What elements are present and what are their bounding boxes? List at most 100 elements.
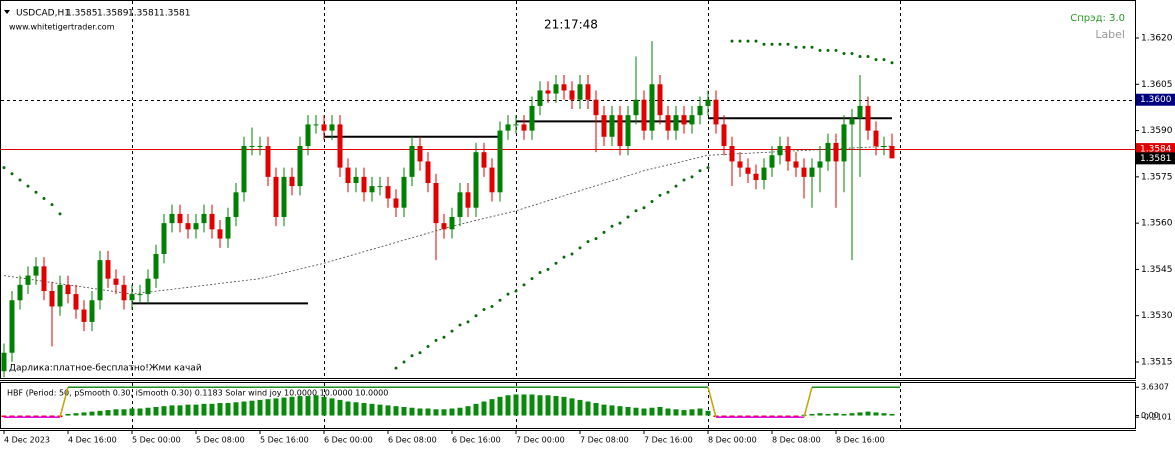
histogram-bar [817,413,823,416]
candle-body [625,115,631,147]
last-close: 1.3581 [159,9,191,19]
histogram-bar [521,394,527,416]
histogram-bar [281,397,287,416]
candle-body [433,183,439,224]
menu-triangle[interactable] [4,10,10,14]
candle-body [761,167,767,180]
histogram-bar [553,396,559,416]
histogram-bar [393,406,399,416]
histogram-bar [329,398,335,416]
candle-body [361,176,367,193]
sar-dot [674,184,678,188]
histogram-bar [409,407,415,416]
histogram-bar [457,407,463,416]
histogram-bar [185,404,191,416]
sar-dot [618,221,622,225]
candle-body [281,176,287,217]
candle-body [417,146,423,162]
symbol: USDCAD,H1 [16,9,70,19]
candle-body [793,161,799,168]
histogram-bar [593,403,599,416]
candle-body [145,278,151,295]
candle-body [161,223,167,254]
sar-dot [810,45,814,49]
sar-dot [746,39,750,43]
histogram-bar [377,404,383,416]
histogram-bar [145,407,151,416]
sar-dot [18,178,22,182]
sar-dot [594,237,598,241]
x-tick-label: 7 Dec 16:00 [644,436,693,445]
sar-dot [762,42,766,46]
x-tick-label: 8 Dec 16:00 [836,436,885,445]
histogram-bar [425,408,431,416]
histogram-bar [857,412,863,416]
histogram-bar [81,412,87,416]
candle-body [257,146,263,148]
candle-body [353,176,359,184]
candle-body [505,124,511,131]
histogram-bar [777,415,783,418]
histogram-bar [545,395,551,416]
x-tick-label: 8 Dec 00:00 [708,436,757,445]
candle-body [273,176,279,217]
histogram-bar [433,409,439,416]
sar-dot [666,190,670,194]
sar-dot [418,351,422,355]
signal-line [707,387,717,418]
x-tick-label: 5 Dec 16:00 [260,436,309,445]
candle-body [393,198,399,208]
histogram-bar [401,406,407,416]
histogram-bar [809,413,815,416]
sar-dot [474,314,478,318]
sar-dot [778,42,782,46]
candle-body [577,84,583,100]
signal-line [59,387,69,418]
price-tag [1136,152,1175,165]
x-tick-label: 7 Dec 00:00 [516,436,565,445]
price-tag [1136,93,1175,106]
sar-dot [42,196,46,200]
histogram-bar [337,399,343,416]
histogram-bar [385,405,391,416]
label: Label [1095,28,1125,41]
candle-body [561,84,567,91]
candle-body [425,161,431,184]
sub-y-tick-label: 3.6307 [1141,383,1169,392]
candle-body [705,99,711,106]
x-tick-label: 7 Dec 08:00 [580,436,629,445]
candle-body [833,142,839,162]
sar-dot [826,48,830,52]
candle-body [881,146,887,148]
candle-body [25,275,31,285]
candle-body [553,84,559,94]
candle-body [193,223,199,230]
candle-body [649,84,655,131]
sar-dot [522,283,526,287]
spread: Спрэд: 3.0 [1070,13,1125,24]
sub-y-tick-label: 0.00 [1141,411,1159,420]
histogram-bar [273,398,279,416]
histogram-bar [169,405,175,416]
candle-body [513,124,519,126]
histogram-bar [129,408,135,416]
sar-dot [770,42,774,46]
histogram-bar [89,411,95,416]
candle-body [465,192,471,208]
sar-dot [890,61,894,65]
sar-dot [482,308,486,312]
sar-dot [850,51,854,55]
histogram-bar [473,403,479,416]
candle-body [737,161,743,168]
x-tick-label: 4 Dec 16:00 [68,436,117,445]
histogram-bar [625,406,631,416]
candle-body [297,146,303,187]
candle-body [889,146,895,159]
candle-body [729,146,735,162]
sub-title: HBF (Period: 50, pSmooth 0.30, iSmooth 0… [7,389,388,398]
candle-body [841,124,847,162]
sar-dot [2,166,6,170]
candle-body [665,115,671,131]
candle-body [545,90,551,94]
